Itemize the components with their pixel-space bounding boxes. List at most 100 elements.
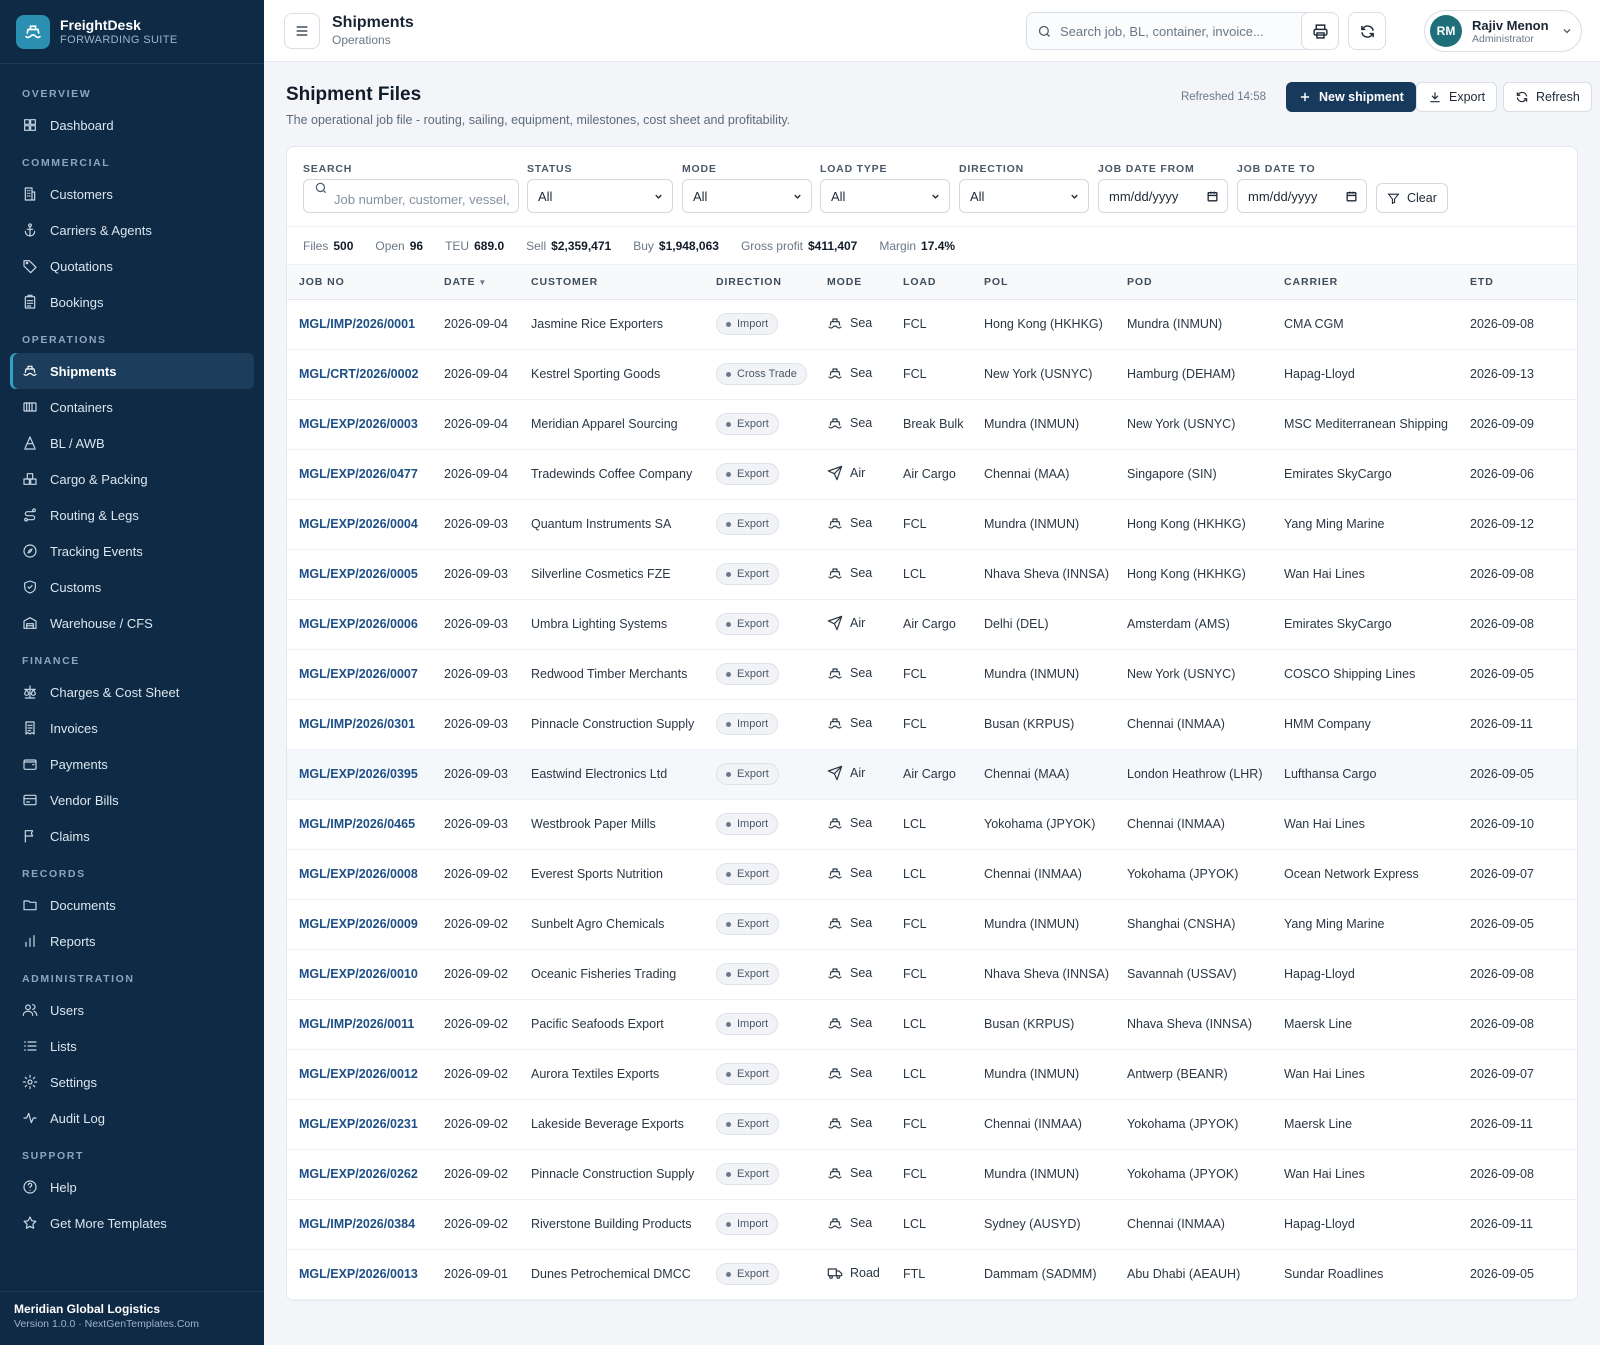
job-number-link[interactable]: MGL/EXP/2026/0231 xyxy=(287,1099,432,1150)
sidebar-item-carriers-agents[interactable]: Carriers & Agents xyxy=(10,212,254,248)
job-number-link[interactable]: MGL/EXP/2026/0013 xyxy=(287,1249,432,1300)
direction-label: Import xyxy=(737,318,769,330)
sidebar-item-cargo-packing[interactable]: Cargo & Packing xyxy=(10,461,254,497)
sidebar-item-containers[interactable]: Containers xyxy=(10,389,254,425)
table-row[interactable]: MGL/EXP/2026/0010 2026-09-02 Oceanic Fishe… xyxy=(287,949,1577,1000)
table-row[interactable]: MGL/EXP/2026/0008 2026-09-02 Everest Sport… xyxy=(287,849,1577,900)
table-row[interactable]: MGL/EXP/2026/0004 2026-09-03 Quantum Instr… xyxy=(287,499,1577,550)
boxes-icon-wrap xyxy=(22,471,38,487)
mode-select[interactable]: All xyxy=(682,179,812,213)
page-title: Shipment Files xyxy=(286,84,422,105)
sidebar-item-users[interactable]: Users xyxy=(10,992,254,1028)
menu-toggle-button[interactable] xyxy=(284,12,320,49)
table-row[interactable]: MGL/EXP/2026/0003 2026-09-04 Meridian Appa… xyxy=(287,399,1577,450)
column-header[interactable]: DIRECTION xyxy=(704,265,815,300)
table-row[interactable]: MGL/EXP/2026/0477 2026-09-04 Tradewinds Co… xyxy=(287,449,1577,500)
filter-search-input[interactable] xyxy=(334,192,514,207)
sidebar-item-reports[interactable]: Reports xyxy=(10,923,254,959)
sidebar-item-claims[interactable]: Claims xyxy=(10,818,254,854)
job-number-link[interactable]: MGL/EXP/2026/0395 xyxy=(287,749,432,800)
table-row[interactable]: MGL/EXP/2026/0262 2026-09-02 Pinnacle Cons… xyxy=(287,1149,1577,1200)
print-button[interactable] xyxy=(1301,12,1339,50)
table-row[interactable]: MGL/EXP/2026/0006 2026-09-03 Umbra Lightin… xyxy=(287,599,1577,650)
table-row[interactable]: MGL/IMP/2026/0011 2026-09-02 Pacific Seafo… xyxy=(287,999,1577,1050)
table-row[interactable]: MGL/EXP/2026/0013 2026-09-01 Dunes Petroch… xyxy=(287,1249,1577,1300)
sidebar-item-customs[interactable]: Customs xyxy=(10,569,254,605)
sidebar-item-shipments[interactable]: Shipments xyxy=(10,353,254,389)
sidebar-item-documents[interactable]: Documents xyxy=(10,887,254,923)
sidebar-item-customers[interactable]: Customers xyxy=(10,176,254,212)
job-number-link[interactable]: MGL/EXP/2026/0007 xyxy=(287,649,432,700)
job-number-link[interactable]: MGL/EXP/2026/0477 xyxy=(287,449,432,500)
column-header[interactable]: POD xyxy=(1115,265,1272,300)
job-number-link[interactable]: MGL/CRT/2026/0002 xyxy=(287,349,432,400)
carrier: Lufthansa Cargo xyxy=(1272,749,1458,800)
column-header[interactable]: CUSTOMER xyxy=(519,265,704,300)
table-row[interactable]: MGL/EXP/2026/0012 2026-09-02 Aurora Textil… xyxy=(287,1049,1577,1100)
global-search-input[interactable] xyxy=(1060,23,1300,39)
column-header[interactable]: LOAD xyxy=(891,265,972,300)
table-row[interactable]: MGL/IMP/2026/0301 2026-09-03 Pinnacle Cons… xyxy=(287,699,1577,750)
direction-label: Export xyxy=(737,1168,769,1180)
sidebar-item-bookings[interactable]: Bookings xyxy=(10,284,254,320)
sidebar-item-settings[interactable]: Settings xyxy=(10,1064,254,1100)
job-number-link[interactable]: MGL/IMP/2026/0301 xyxy=(287,699,432,750)
table-row[interactable]: MGL/EXP/2026/0007 2026-09-03 Redwood Timbe… xyxy=(287,649,1577,700)
brand[interactable]: FreightDesk FORWARDING SUITE xyxy=(0,0,264,64)
sync-button[interactable] xyxy=(1348,12,1386,50)
sidebar-item-routing-legs[interactable]: Routing & Legs xyxy=(10,497,254,533)
sidebar-item-payments[interactable]: Payments xyxy=(10,746,254,782)
job-date: 2026-09-02 xyxy=(432,949,519,1000)
clear-filters-button[interactable]: Clear xyxy=(1376,183,1448,213)
date-to-input[interactable]: mm/dd/yyyy xyxy=(1237,179,1367,213)
column-header[interactable]: CARRIER xyxy=(1272,265,1458,300)
job-number-link[interactable]: MGL/EXP/2026/0006 xyxy=(287,599,432,650)
date-from-input[interactable]: mm/dd/yyyy xyxy=(1098,179,1228,213)
job-number-link[interactable]: MGL/EXP/2026/0010 xyxy=(287,949,432,1000)
job-number-link[interactable]: MGL/EXP/2026/0009 xyxy=(287,899,432,950)
sidebar-item-charges-cost-sheet[interactable]: Charges & Cost Sheet xyxy=(10,674,254,710)
sidebar-item-tracking-events[interactable]: Tracking Events xyxy=(10,533,254,569)
direction-select[interactable]: All xyxy=(959,179,1089,213)
table-row[interactable]: MGL/EXP/2026/0395 2026-09-03 Eastwind Elec… xyxy=(287,749,1577,800)
sidebar-item-lists[interactable]: Lists xyxy=(10,1028,254,1064)
table-row[interactable]: MGL/IMP/2026/0001 2026-09-04 Jasmine Rice … xyxy=(287,299,1577,350)
status-select[interactable]: All xyxy=(527,179,673,213)
job-number-link[interactable]: MGL/EXP/2026/0003 xyxy=(287,399,432,450)
table-row[interactable]: MGL/IMP/2026/0465 2026-09-03 Westbrook Pap… xyxy=(287,799,1577,850)
column-header[interactable]: POL xyxy=(972,265,1115,300)
job-number-link[interactable]: MGL/EXP/2026/0008 xyxy=(287,849,432,900)
sidebar-item-vendor-bills[interactable]: Vendor Bills xyxy=(10,782,254,818)
sidebar-item-dashboard[interactable]: Dashboard xyxy=(10,107,254,143)
job-number-link[interactable]: MGL/IMP/2026/0001 xyxy=(287,299,432,350)
table-row[interactable]: MGL/EXP/2026/0231 2026-09-02 Lakeside Beve… xyxy=(287,1099,1577,1150)
table-row[interactable]: MGL/CRT/2026/0002 2026-09-04 Kestrel Sport… xyxy=(287,349,1577,400)
job-number-link[interactable]: MGL/EXP/2026/0012 xyxy=(287,1049,432,1100)
job-number-link[interactable]: MGL/IMP/2026/0011 xyxy=(287,999,432,1050)
table-row[interactable]: MGL/EXP/2026/0005 2026-09-03 Silverline Co… xyxy=(287,549,1577,600)
load-type-select[interactable]: All xyxy=(820,179,950,213)
job-number-link[interactable]: MGL/IMP/2026/0384 xyxy=(287,1199,432,1250)
table-row[interactable]: MGL/IMP/2026/0384 2026-09-02 Riverstone Bu… xyxy=(287,1199,1577,1250)
job-number-link[interactable]: MGL/IMP/2026/0465 xyxy=(287,799,432,850)
column-header[interactable]: JOB NO xyxy=(287,265,432,300)
new-shipment-button[interactable]: New shipment xyxy=(1286,82,1416,112)
sort-desc-icon: ▼ xyxy=(478,277,488,287)
column-header[interactable]: DATE ▼ xyxy=(432,265,519,300)
column-header[interactable]: ETD xyxy=(1458,265,1577,300)
user-menu[interactable]: RM Rajiv Menon Administrator xyxy=(1424,10,1582,52)
sidebar-item-bl-awb[interactable]: BL / AWB xyxy=(10,425,254,461)
sidebar-item-warehouse-cfs[interactable]: Warehouse / CFS xyxy=(10,605,254,641)
export-button[interactable]: Export xyxy=(1416,82,1498,112)
job-number-link[interactable]: MGL/EXP/2026/0262 xyxy=(287,1149,432,1200)
job-number-link[interactable]: MGL/EXP/2026/0004 xyxy=(287,499,432,550)
refresh-button[interactable]: Refresh xyxy=(1503,82,1592,112)
sidebar-item-get-more-templates[interactable]: Get More Templates xyxy=(10,1205,254,1241)
table-row[interactable]: MGL/EXP/2026/0009 2026-09-02 Sunbelt Agro … xyxy=(287,899,1577,950)
sidebar-item-help[interactable]: Help xyxy=(10,1169,254,1205)
job-number-link[interactable]: MGL/EXP/2026/0005 xyxy=(287,549,432,600)
sidebar-item-quotations[interactable]: Quotations xyxy=(10,248,254,284)
sidebar-item-audit-log[interactable]: Audit Log xyxy=(10,1100,254,1136)
sidebar-item-invoices[interactable]: Invoices xyxy=(10,710,254,746)
column-header[interactable]: MODE xyxy=(815,265,891,300)
